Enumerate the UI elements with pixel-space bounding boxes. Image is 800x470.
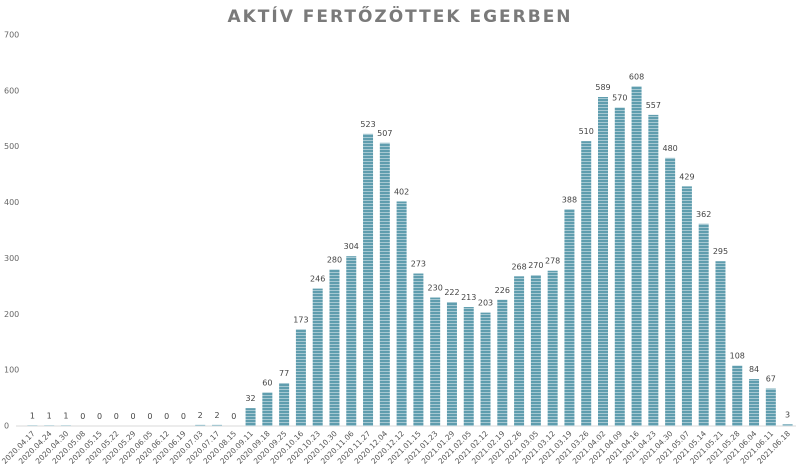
value-label: 0 <box>131 412 136 421</box>
bar <box>195 424 206 426</box>
bar <box>446 301 457 426</box>
value-label: 173 <box>293 315 308 324</box>
value-label: 246 <box>310 275 325 284</box>
value-label: 0 <box>147 412 152 421</box>
value-label: 60 <box>262 378 272 387</box>
value-label: 67 <box>766 375 776 384</box>
bar <box>765 388 776 426</box>
y-tick-label: 300 <box>4 254 19 263</box>
value-label: 523 <box>360 120 375 129</box>
bar <box>262 392 273 426</box>
bar <box>749 379 760 426</box>
bar <box>480 312 491 426</box>
value-label: 0 <box>231 412 236 421</box>
bar <box>27 425 38 426</box>
value-label: 77 <box>279 369 289 378</box>
bar <box>547 270 558 426</box>
chart-title: AKTÍV FERTŐZÖTTEK EGERBEN <box>227 5 572 27</box>
value-label: 0 <box>164 412 169 421</box>
value-label: 230 <box>428 284 443 293</box>
bar <box>396 201 407 426</box>
bar <box>581 141 592 426</box>
y-tick-label: 100 <box>4 366 19 375</box>
value-label: 273 <box>411 260 426 269</box>
value-label: 295 <box>713 247 728 256</box>
value-label: 2 <box>214 411 219 420</box>
value-label: 402 <box>394 187 409 196</box>
value-label: 507 <box>377 129 392 138</box>
value-label: 589 <box>595 83 610 92</box>
value-label: 362 <box>696 210 711 219</box>
bar <box>60 425 71 426</box>
bar <box>614 107 625 426</box>
value-label: 2 <box>198 411 203 420</box>
bar <box>245 408 256 426</box>
value-label: 0 <box>97 412 102 421</box>
bar <box>295 329 306 426</box>
value-label: 203 <box>478 299 493 308</box>
y-tick-label: 200 <box>4 310 19 319</box>
value-label: 3 <box>785 410 790 419</box>
y-tick-label: 400 <box>4 198 19 207</box>
bar <box>379 142 390 426</box>
value-label: 0 <box>80 412 85 421</box>
bar <box>665 157 676 426</box>
value-label: 32 <box>245 394 255 403</box>
bar <box>430 297 441 426</box>
bar <box>363 133 374 427</box>
bar <box>564 209 575 426</box>
value-label: 280 <box>327 256 342 265</box>
value-label: 304 <box>344 242 359 251</box>
bar <box>782 424 793 426</box>
value-label: 429 <box>679 172 694 181</box>
value-label: 84 <box>749 365 759 374</box>
bar <box>497 299 508 426</box>
y-tick-label: 700 <box>4 31 19 40</box>
bar <box>514 276 525 426</box>
value-label: 213 <box>461 293 476 302</box>
bar <box>598 97 608 426</box>
value-label: 278 <box>545 257 560 266</box>
bar <box>530 275 541 426</box>
y-tick-label: 600 <box>4 86 19 95</box>
bar <box>732 365 743 426</box>
bar <box>312 288 323 426</box>
value-label: 0 <box>114 412 119 421</box>
value-label: 510 <box>579 127 594 136</box>
value-label: 226 <box>495 286 510 295</box>
value-label: 0 <box>181 412 186 421</box>
value-label: 222 <box>444 288 459 297</box>
bar <box>329 269 340 426</box>
bar <box>631 86 642 426</box>
bar <box>212 424 222 426</box>
bar <box>279 382 290 426</box>
bar <box>463 307 474 426</box>
bar <box>715 261 726 426</box>
value-label: 480 <box>662 144 677 153</box>
value-label: 268 <box>511 262 526 271</box>
value-label: 388 <box>562 195 577 204</box>
value-label: 557 <box>646 101 661 110</box>
value-label: 1 <box>30 411 35 420</box>
value-label: 570 <box>612 94 627 103</box>
bar <box>44 425 55 426</box>
value-label: 270 <box>528 261 543 270</box>
bar <box>346 256 357 426</box>
y-tick-label: 0 <box>4 422 9 431</box>
y-tick-label: 500 <box>4 142 19 151</box>
value-label: 1 <box>47 411 52 420</box>
bar <box>681 186 692 426</box>
bar <box>413 273 424 426</box>
value-label: 108 <box>730 352 745 361</box>
value-label: 608 <box>629 72 644 81</box>
bar <box>698 223 709 426</box>
bar <box>648 114 659 426</box>
value-label: 1 <box>63 411 68 420</box>
